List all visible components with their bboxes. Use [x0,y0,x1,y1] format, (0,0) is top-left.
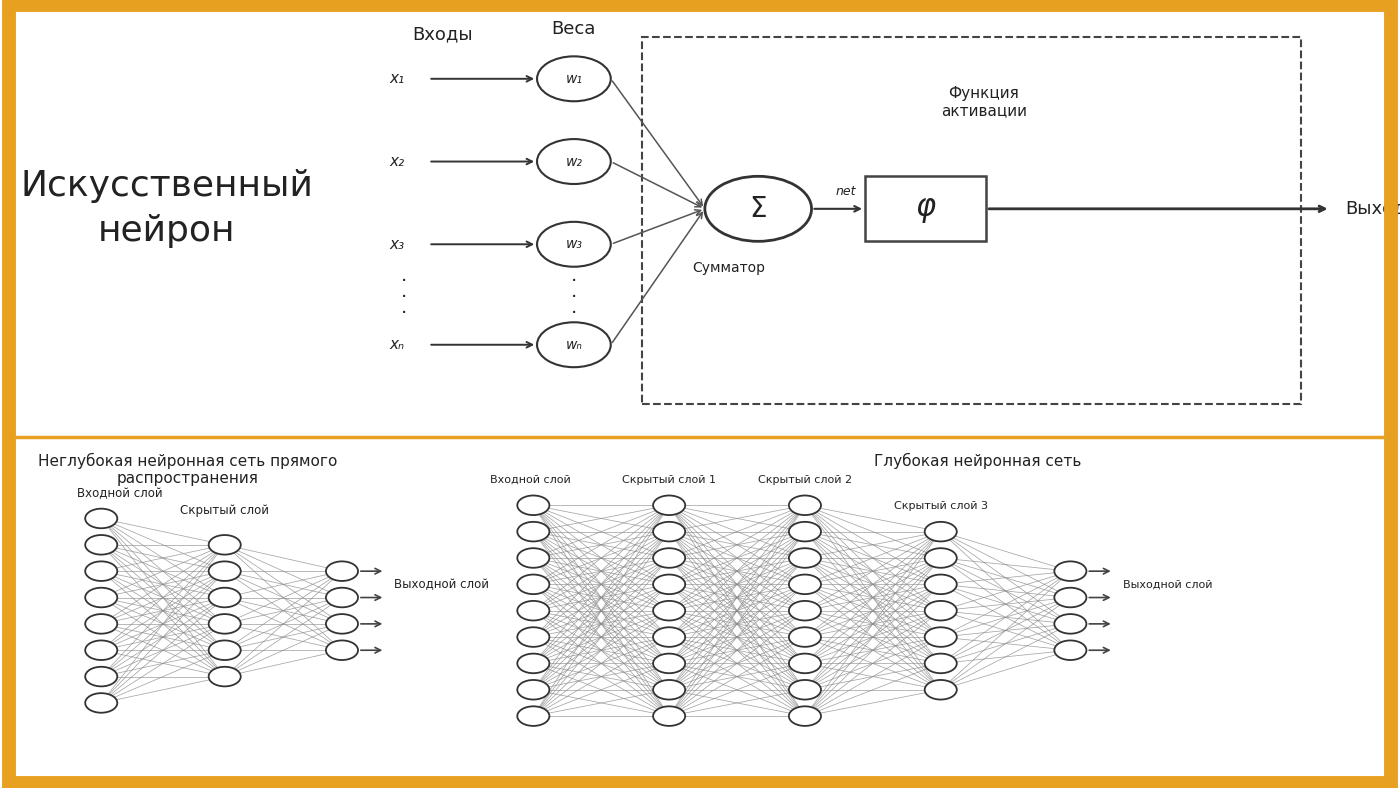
Circle shape [326,641,358,660]
Text: Выходной слой: Выходной слой [1123,579,1212,589]
Circle shape [652,680,685,700]
Circle shape [652,627,685,647]
Text: Скрытый слой 1: Скрытый слой 1 [622,474,717,485]
Circle shape [85,614,118,634]
Text: Функция
активации: Функция активации [941,86,1026,119]
Circle shape [209,641,241,660]
Text: Неглубокая нейронная сеть прямого
распространения: Неглубокая нейронная сеть прямого распро… [38,452,337,486]
Text: x₃: x₃ [389,236,405,252]
Text: Сумматор: Сумматор [693,261,766,275]
Circle shape [85,535,118,555]
Circle shape [1054,561,1086,581]
Circle shape [538,139,610,184]
Circle shape [652,548,685,568]
Circle shape [788,548,820,568]
Circle shape [209,535,241,555]
Text: Выходной слой: Выходной слой [395,578,490,591]
Circle shape [652,601,685,620]
Circle shape [209,667,241,686]
Circle shape [788,496,820,515]
Circle shape [326,614,358,634]
Bar [865,177,986,241]
Circle shape [788,653,820,673]
Circle shape [538,57,610,102]
Circle shape [209,614,241,634]
Text: x₂: x₂ [389,154,405,169]
Text: Искусственный
нейрон: Искусственный нейрон [20,169,314,248]
Circle shape [85,509,118,528]
Text: Скрытый слой 3: Скрытый слой 3 [893,501,988,511]
Circle shape [788,627,820,647]
Text: ·
·
·: · · · [571,272,577,323]
Circle shape [1054,641,1086,660]
Circle shape [652,706,685,726]
Text: Веса: Веса [552,20,596,38]
Circle shape [788,574,820,594]
Text: xₙ: xₙ [389,337,405,352]
Circle shape [788,680,820,700]
Circle shape [517,496,549,515]
Circle shape [326,588,358,608]
Circle shape [924,522,956,541]
Circle shape [517,522,549,541]
Circle shape [517,601,549,620]
Circle shape [1054,614,1086,634]
Bar [641,38,1302,403]
Text: Скрытый слой: Скрытый слой [181,504,269,518]
Circle shape [924,680,956,700]
Circle shape [924,601,956,620]
Circle shape [85,693,118,712]
Circle shape [517,548,549,568]
Circle shape [652,522,685,541]
Text: Входной слой: Входной слой [77,488,162,500]
Circle shape [704,177,812,241]
Text: Входы: Входы [413,25,473,43]
Text: Скрытый слой 2: Скрытый слой 2 [757,474,853,485]
Circle shape [517,706,549,726]
Text: $\Sigma$: $\Sigma$ [749,195,767,223]
Text: Входной слой: Входной слой [490,474,571,485]
Circle shape [652,496,685,515]
Text: ·
·
·: · · · [400,272,407,323]
Text: net: net [836,184,855,198]
Circle shape [326,561,358,581]
Circle shape [85,588,118,608]
Circle shape [538,322,610,367]
Circle shape [924,653,956,673]
Text: Глубокая нейронная сеть: Глубокая нейронная сеть [874,452,1081,469]
Text: x₁: x₁ [389,71,405,87]
Circle shape [517,574,549,594]
Text: w₃: w₃ [566,237,582,251]
Text: Выход: Выход [1345,200,1400,217]
Circle shape [652,574,685,594]
Circle shape [517,653,549,673]
Text: φ: φ [916,195,935,223]
Text: wₙ: wₙ [566,338,582,351]
Circle shape [788,522,820,541]
Circle shape [924,574,956,594]
Circle shape [85,667,118,686]
Circle shape [517,627,549,647]
Circle shape [652,653,685,673]
Circle shape [788,706,820,726]
Circle shape [85,641,118,660]
Circle shape [924,548,956,568]
Circle shape [788,601,820,620]
Circle shape [924,627,956,647]
Text: w₁: w₁ [566,72,582,86]
Circle shape [517,680,549,700]
Circle shape [85,561,118,581]
Circle shape [538,222,610,267]
Text: w₂: w₂ [566,154,582,169]
Circle shape [209,561,241,581]
Circle shape [209,588,241,608]
Circle shape [1054,588,1086,608]
